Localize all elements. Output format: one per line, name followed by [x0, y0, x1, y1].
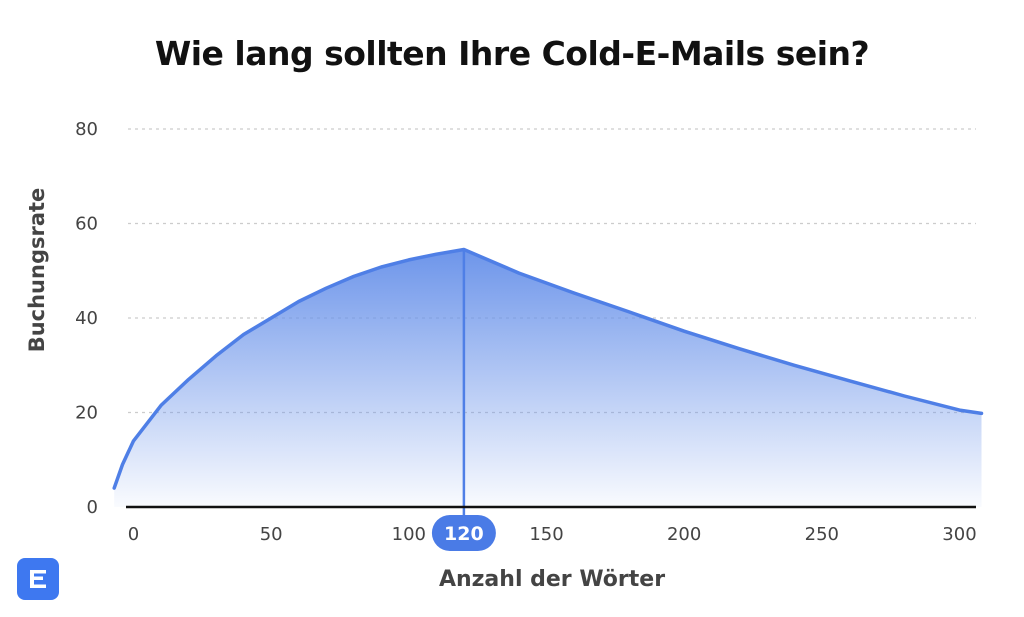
y-tick-labels: 0 20 40 60 80: [75, 119, 98, 518]
x-tick-label: 0: [128, 524, 139, 545]
x-tick-labels: 0 50 100 150 200 250 300: [128, 524, 977, 545]
x-tick-label: 100: [392, 524, 426, 545]
lemlist-logo-icon: [17, 558, 59, 600]
x-tick-label: 150: [529, 524, 563, 545]
y-tick-label: 60: [75, 214, 98, 235]
x-tick-label: 50: [260, 524, 283, 545]
y-tick-label: 20: [75, 403, 98, 424]
series-area-fill: [114, 249, 982, 507]
y-tick-label: 80: [75, 119, 98, 140]
highlight-badge-bg: [431, 515, 496, 551]
logo-glyph: [30, 570, 46, 588]
highlight-badge: 120: [431, 515, 496, 551]
y-tick-label: 0: [87, 497, 98, 518]
series-line: [112, 247, 984, 490]
y-tick-label: 40: [75, 308, 98, 329]
chart-title: Wie lang sollten Ihre Cold-E-Mails sein?: [154, 34, 870, 73]
x-tick-label: 250: [805, 524, 839, 545]
x-tick-label: 300: [942, 524, 976, 545]
y-axis-label: Buchungsrate: [25, 188, 49, 353]
x-axis-label: Anzahl der Wörter: [439, 567, 665, 592]
x-tick-label: 200: [667, 524, 701, 545]
highlight-badge-label: 120: [444, 523, 484, 545]
